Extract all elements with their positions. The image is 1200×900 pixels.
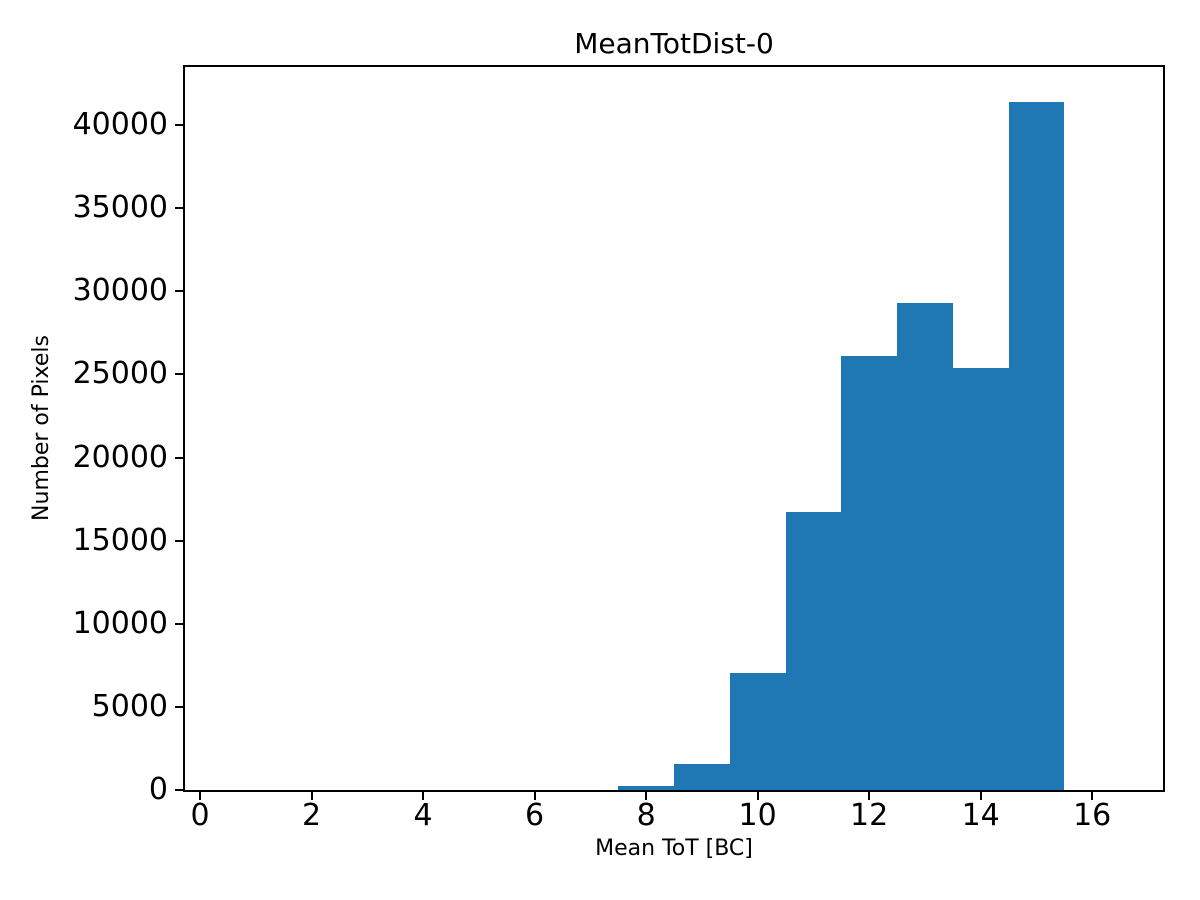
y-tick-mark — [175, 373, 183, 376]
x-tick-mark — [1091, 792, 1094, 800]
y-tick-label: 25000 — [72, 356, 168, 392]
x-tick-label: 14 — [961, 798, 1000, 833]
histogram-bar — [1008, 101, 1065, 790]
y-tick-label: 40000 — [72, 107, 168, 143]
x-tick-mark — [533, 792, 536, 800]
y-tick-mark — [175, 207, 183, 210]
y-tick-label: 15000 — [72, 522, 168, 558]
x-tick-mark — [868, 792, 871, 800]
x-tick-label: 16 — [1073, 798, 1112, 833]
y-tick-mark — [175, 622, 183, 625]
histogram-bar — [841, 356, 898, 790]
y-tick-label: 35000 — [72, 190, 168, 226]
x-tick-label: 8 — [636, 798, 656, 833]
y-tick-label: 5000 — [91, 688, 168, 724]
histogram-bar — [785, 512, 842, 790]
x-tick-mark — [979, 792, 982, 800]
x-tick-label: 10 — [738, 798, 777, 833]
y-tick-mark — [175, 456, 183, 459]
x-tick-mark — [199, 792, 202, 800]
x-tick-mark — [422, 792, 425, 800]
y-tick-label: 0 — [148, 772, 168, 807]
y-tick-mark — [175, 290, 183, 293]
histogram-bar — [897, 303, 953, 790]
histogram-bar — [674, 764, 730, 790]
x-tick-mark — [645, 792, 648, 800]
x-tick-mark — [756, 792, 759, 800]
x-tick-label: 0 — [190, 798, 210, 833]
y-tick-label: 10000 — [72, 605, 168, 641]
plot-area — [183, 65, 1165, 792]
x-tick-label: 12 — [850, 798, 889, 833]
y-tick-label: 30000 — [72, 273, 168, 309]
histogram-bar — [618, 786, 674, 790]
x-tick-mark — [310, 792, 313, 800]
y-tick-mark — [175, 705, 183, 708]
y-tick-label: 20000 — [72, 439, 168, 475]
histogram-bar — [729, 672, 786, 790]
x-axis-label: Mean ToT [BC] — [595, 836, 753, 861]
histogram-bar — [952, 367, 1009, 790]
x-tick-label: 4 — [413, 798, 433, 833]
y-tick-mark — [175, 124, 183, 127]
y-tick-mark — [175, 789, 183, 791]
x-tick-label: 6 — [525, 798, 545, 833]
chart-title: MeanTotDist-0 — [574, 27, 774, 60]
x-tick-label: 2 — [302, 798, 322, 833]
histogram-bars — [185, 67, 1163, 790]
y-tick-mark — [175, 539, 183, 542]
